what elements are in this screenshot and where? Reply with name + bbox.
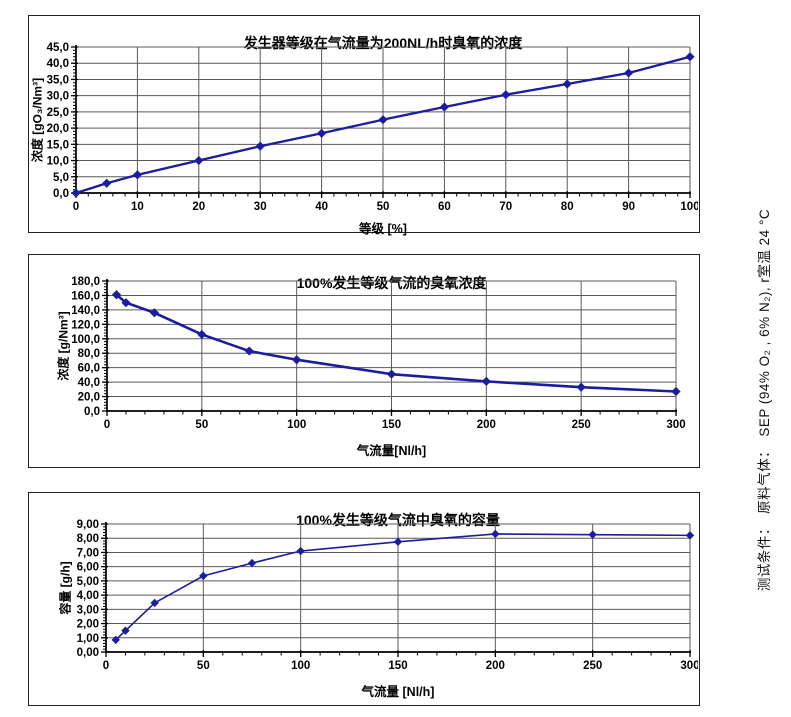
svg-text:0,0: 0,0 — [84, 406, 100, 418]
svg-text:180,0: 180,0 — [71, 276, 100, 288]
svg-text:3,00: 3,00 — [77, 604, 99, 616]
svg-text:0: 0 — [104, 419, 110, 431]
svg-text:5,00: 5,00 — [77, 576, 99, 588]
svg-text:100: 100 — [287, 419, 306, 431]
svg-text:60: 60 — [438, 201, 451, 213]
svg-text:6,00: 6,00 — [77, 562, 99, 574]
svg-text:40: 40 — [315, 201, 328, 213]
svg-text:25,0: 25,0 — [47, 107, 69, 119]
chart-box-ozone-concentration-vs-flow: 100%发生等级气流的臭氧浓度 浓度 [g/Nm³] 0 50 100 150 200 2… — [28, 254, 700, 468]
svg-text:30: 30 — [254, 201, 267, 213]
svg-text:2,00: 2,00 — [77, 619, 99, 631]
svg-text:120,0: 120,0 — [71, 319, 100, 331]
svg-text:45,0: 45,0 — [47, 42, 69, 54]
svg-text:300: 300 — [680, 660, 698, 672]
line-chart-svg: 0 50 100 150 200 250 300 0,00 1,00 2,00 3,00 4,00 5,… — [77, 519, 698, 672]
svg-text:250: 250 — [583, 660, 602, 672]
test-conditions-note: 测试条件： 原料气体： SEP (94% O₂ , 6% N₂), r室温 24… — [757, 208, 772, 592]
svg-text:20,0: 20,0 — [47, 123, 69, 135]
x-axis-label: 气流量[Nl/h] — [356, 444, 427, 458]
svg-text:250: 250 — [572, 419, 591, 431]
svg-text:40,0: 40,0 — [47, 58, 69, 70]
svg-text:0: 0 — [103, 660, 109, 672]
svg-text:150: 150 — [388, 660, 407, 672]
svg-text:9,00: 9,00 — [77, 519, 99, 531]
svg-text:4,00: 4,00 — [77, 590, 99, 602]
svg-text:1,00: 1,00 — [77, 633, 99, 645]
chart-box-ozone-capacity-vs-flow: 100%发生等级气流中臭氧的容量 容量 [g/h] 0 50 100 150 200 25… — [28, 492, 700, 706]
svg-text:20,0: 20,0 — [78, 392, 100, 404]
svg-text:7,00: 7,00 — [77, 547, 99, 559]
svg-text:90: 90 — [622, 201, 635, 213]
svg-text:20: 20 — [192, 201, 205, 213]
line-chart-svg: 0 50 100 150 200 250 300 0,0 20,0 40,0 60,0 80,0 100… — [71, 276, 685, 431]
x-axis-label: 等级 [%] — [359, 222, 407, 236]
svg-text:30,0: 30,0 — [47, 91, 69, 103]
x-axis-label: 气流量 [Nl/h] — [361, 685, 435, 699]
svg-text:50: 50 — [195, 419, 208, 431]
svg-text:8,00: 8,00 — [77, 533, 99, 545]
svg-text:50: 50 — [197, 660, 210, 672]
svg-text:35,0: 35,0 — [47, 74, 69, 86]
svg-text:40,0: 40,0 — [78, 377, 100, 389]
svg-text:60,0: 60,0 — [78, 363, 100, 375]
svg-text:100,0: 100,0 — [71, 334, 100, 346]
line-chart-svg: 0 10 20 30 40 50 60 70 80 90 100 0,0 5,0 10,0 15,0 20,0… — [47, 42, 698, 213]
svg-text:5,0: 5,0 — [53, 172, 69, 184]
svg-text:0,00: 0,00 — [77, 647, 99, 659]
svg-text:160,0: 160,0 — [71, 290, 100, 302]
svg-text:0: 0 — [73, 201, 79, 213]
svg-text:100: 100 — [291, 660, 310, 672]
svg-text:80,0: 80,0 — [78, 348, 100, 360]
svg-text:200: 200 — [477, 419, 496, 431]
svg-text:10: 10 — [131, 201, 144, 213]
svg-text:50: 50 — [377, 201, 390, 213]
svg-text:300: 300 — [666, 419, 685, 431]
chart-box-ozone-concentration-vs-grade: 发生器等级在气流量为200NL/h时臭氧的浓度 浓度 [gO₃/Nm³] 0 10… — [28, 15, 700, 236]
svg-text:0,0: 0,0 — [53, 188, 69, 200]
svg-text:150: 150 — [382, 419, 401, 431]
svg-text:140,0: 140,0 — [71, 305, 100, 317]
svg-text:70: 70 — [499, 201, 512, 213]
svg-text:100: 100 — [680, 201, 698, 213]
svg-text:80: 80 — [561, 201, 574, 213]
svg-text:200: 200 — [486, 660, 505, 672]
svg-text:10,0: 10,0 — [47, 156, 69, 168]
svg-text:15,0: 15,0 — [47, 139, 69, 151]
